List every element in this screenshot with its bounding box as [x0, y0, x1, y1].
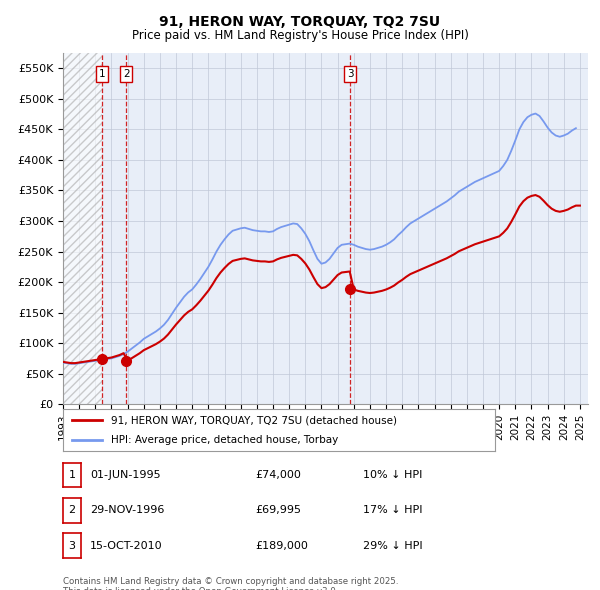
Text: 3: 3	[68, 541, 76, 550]
Text: £69,995: £69,995	[255, 506, 301, 515]
Text: 91, HERON WAY, TORQUAY, TQ2 7SU: 91, HERON WAY, TORQUAY, TQ2 7SU	[160, 15, 440, 29]
Text: 1: 1	[99, 69, 106, 79]
Text: 2: 2	[68, 506, 76, 515]
Text: 15-OCT-2010: 15-OCT-2010	[90, 541, 163, 550]
Text: 01-JUN-1995: 01-JUN-1995	[90, 470, 161, 480]
Text: 29-NOV-1996: 29-NOV-1996	[90, 506, 164, 515]
Text: 3: 3	[347, 69, 353, 79]
Text: 17% ↓ HPI: 17% ↓ HPI	[363, 506, 422, 515]
Text: Contains HM Land Registry data © Crown copyright and database right 2025.
This d: Contains HM Land Registry data © Crown c…	[63, 577, 398, 590]
Text: £74,000: £74,000	[255, 470, 301, 480]
Text: 91, HERON WAY, TORQUAY, TQ2 7SU (detached house): 91, HERON WAY, TORQUAY, TQ2 7SU (detache…	[110, 415, 397, 425]
Text: 10% ↓ HPI: 10% ↓ HPI	[363, 470, 422, 480]
Text: HPI: Average price, detached house, Torbay: HPI: Average price, detached house, Torb…	[110, 435, 338, 445]
Text: 29% ↓ HPI: 29% ↓ HPI	[363, 541, 422, 550]
Text: 2: 2	[123, 69, 130, 79]
Text: £189,000: £189,000	[255, 541, 308, 550]
Text: Price paid vs. HM Land Registry's House Price Index (HPI): Price paid vs. HM Land Registry's House …	[131, 30, 469, 42]
Text: 1: 1	[68, 470, 76, 480]
